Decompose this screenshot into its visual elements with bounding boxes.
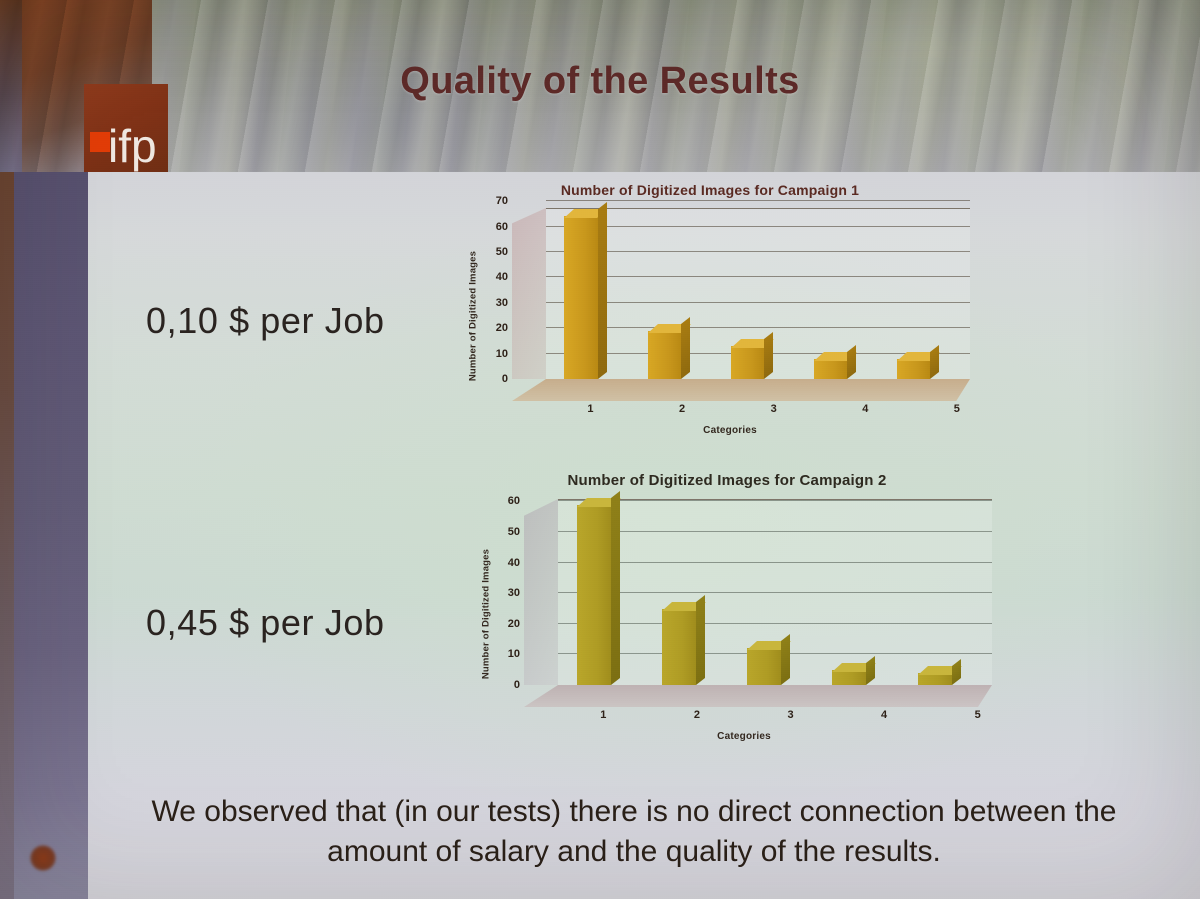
chart-bar-side-face <box>781 634 791 685</box>
chart-x-tick-label: 1 <box>587 403 594 415</box>
chart-bars <box>558 490 984 685</box>
chart-y-tick-label: 20 <box>507 617 520 630</box>
price-label-campaign-1: 0,10 $ per Job <box>146 300 385 341</box>
chart-bar-side-face <box>847 344 857 379</box>
chart-3d-plot <box>524 490 992 707</box>
banner-left-edge-strip <box>0 0 22 172</box>
chart-bar-side-face <box>610 490 620 685</box>
sidebar-edge-strip <box>0 172 14 899</box>
chart-plot-area: Number of Digitized Images 0 10 20 30 40 50 60… <box>462 490 992 729</box>
chart-x-tick-label: 3 <box>770 403 777 415</box>
chart-x-tick-label: 2 <box>693 709 700 721</box>
chart-gridline <box>558 500 992 502</box>
chart-campaign-1: Number of Digitized Images for Campaign … <box>450 182 970 467</box>
chart-title: Number of Digitized Images for Campaign … <box>560 182 860 198</box>
chart-bar <box>576 490 621 685</box>
chart-x-ticks: 1 2 3 4 5 <box>524 709 992 725</box>
chart-y-tick-label: 50 <box>507 526 520 539</box>
chart-y-tick-label: 60 <box>495 220 508 233</box>
chart-gridline <box>546 225 970 227</box>
chart-side-wall <box>512 208 546 379</box>
chart-bar <box>813 344 858 379</box>
chart-bars <box>546 202 962 379</box>
chart-title: Number of Digitized Images for Campaign … <box>567 472 887 489</box>
chart-y-tick-label: 10 <box>495 347 508 360</box>
chart-y-tick-label: 60 <box>507 495 520 508</box>
chart-campaign-2: Number of Digitized Images for Campaign … <box>462 472 992 772</box>
chart-y-tick-label: 0 <box>513 679 520 691</box>
chart-x-tick-label: 5 <box>953 403 960 415</box>
chart-floor <box>524 685 992 707</box>
conclusion-text: We observed that (in our tests) there is… <box>151 795 1117 869</box>
chart-gridline <box>546 327 970 329</box>
chart-x-axis-label: Categories <box>717 731 771 742</box>
slide-body: 0,10 $ per Job 0,45 $ per Job Number of … <box>88 172 1200 899</box>
chart-y-ticks: 0 10 20 30 40 50 60 70 <box>482 195 508 401</box>
chart-plot-area: Number of Digitized Images 0 10 20 30 40 50 60… <box>450 195 970 423</box>
logo-square-icon <box>90 132 110 152</box>
chart-bar <box>564 202 608 379</box>
logo-text: ifp <box>108 120 157 172</box>
chart-gridline <box>558 531 992 533</box>
chart-y-tick-label: 70 <box>495 195 508 208</box>
chart-bar-side-face <box>930 344 940 379</box>
chart-floor <box>512 379 970 401</box>
chart-gridline <box>558 622 992 624</box>
chart-gridline <box>546 301 970 303</box>
university-dot-icon <box>30 845 56 871</box>
chart-bar-side-face <box>696 594 706 685</box>
chart-gridline <box>558 561 992 563</box>
chart-bar-side-face <box>951 658 961 685</box>
chart-bar-side-face <box>763 331 773 379</box>
ifp-logo: ifp <box>84 84 168 172</box>
chart-x-tick-label: 4 <box>862 403 869 415</box>
chart-y-axis-label: Number of Digitized Images <box>467 250 479 381</box>
university-sidebar: Universität Stuttgart <box>0 172 88 899</box>
chart-y-tick-label: 40 <box>495 271 508 284</box>
chart-gridline <box>546 276 970 278</box>
chart-x-tick-label: 3 <box>787 709 794 721</box>
chart-y-axis-label: Number of Digitized Images <box>480 548 492 680</box>
chart-x-tick-label: 1 <box>600 709 607 721</box>
chart-bar-side-face <box>680 316 690 379</box>
chart-bar-side-face <box>597 202 607 379</box>
price-label-campaign-2: 0,45 $ per Job <box>146 602 385 643</box>
page-title: Quality of the Results <box>400 60 800 102</box>
chart-y-tick-label: 30 <box>495 296 508 309</box>
chart-gridline <box>546 251 970 253</box>
chart-y-tick-label: 0 <box>501 373 508 385</box>
chart-gridline <box>546 200 970 202</box>
chart-3d-plot <box>512 200 970 401</box>
chart-x-tick-label: 4 <box>881 709 888 721</box>
chart-bar <box>897 344 941 379</box>
chart-y-tick-label: 10 <box>507 648 520 661</box>
chart-bar <box>917 658 962 685</box>
chart-bar <box>747 634 792 685</box>
chart-y-tick-label: 20 <box>495 322 508 335</box>
chart-gridline <box>558 592 992 594</box>
chart-x-axis-label: Categories <box>703 425 757 436</box>
chart-bar <box>730 331 774 379</box>
chart-bar <box>832 655 877 685</box>
chart-x-ticks: 1 2 3 4 5 <box>512 403 970 419</box>
chart-bar-side-face <box>866 655 876 685</box>
chart-x-tick-label: 2 <box>679 403 686 415</box>
chart-bar <box>661 594 707 685</box>
chart-y-ticks: 0 10 20 30 40 50 60 <box>494 495 520 707</box>
chart-y-tick-label: 40 <box>507 556 520 569</box>
slide-header-banner: Quality of the Results <box>0 0 1200 172</box>
chart-y-tick-label: 30 <box>507 587 520 600</box>
chart-x-tick-label: 5 <box>974 709 981 721</box>
chart-y-tick-label: 50 <box>495 246 508 259</box>
chart-bar <box>647 316 691 379</box>
chart-side-wall <box>524 499 558 685</box>
